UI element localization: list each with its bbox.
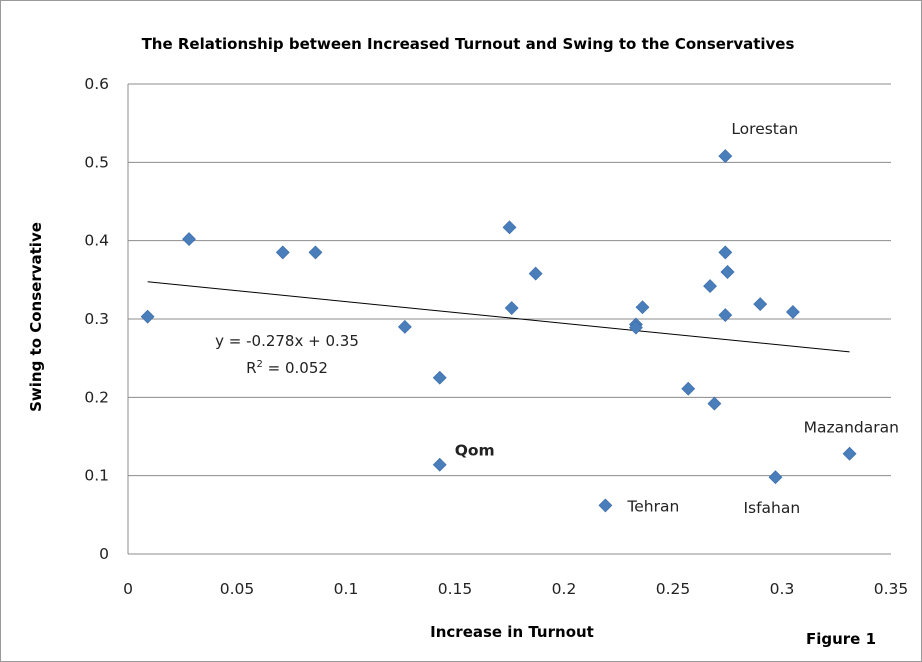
x-tick-label: 0.05 (220, 580, 255, 598)
data-point (707, 396, 722, 411)
y-tick-label: 0.3 (84, 310, 109, 328)
y-tick-label: 0.1 (84, 467, 109, 485)
data-point (397, 319, 412, 334)
data-point (718, 245, 733, 260)
data-point (629, 320, 643, 335)
figure-label: Figure 1 (806, 630, 876, 648)
y-tick-label: 0.4 (84, 232, 109, 250)
data-point (703, 279, 717, 294)
x-tick-label: 0.35 (874, 580, 909, 598)
x-axis-label: Increase in Turnout (430, 623, 594, 641)
data-point (275, 245, 290, 260)
data-point (528, 266, 543, 281)
tick-labels: 0 0.1 0.2 0.3 0.4 0.5 0.6 0 0.05 0.1 0.15 0.2 0.25 0.… (84, 75, 908, 598)
data-points (140, 149, 857, 513)
r-squared-value: = 0.052 (263, 359, 328, 377)
point-label: Lorestan (731, 120, 798, 138)
data-point (182, 232, 196, 247)
data-point (504, 301, 519, 315)
gridlines (127, 83, 891, 555)
point-label: Isfahan (743, 499, 800, 517)
y-tick-label: 0.2 (84, 388, 109, 406)
data-point (842, 446, 857, 461)
trendline (147, 281, 850, 353)
x-tick-label: 0.15 (438, 580, 473, 598)
data-point (598, 498, 613, 513)
data-point (432, 370, 447, 385)
data-point (768, 470, 783, 485)
point-label: Tehran (626, 497, 679, 515)
data-point (140, 309, 155, 324)
x-tick-label: 0.25 (656, 580, 691, 598)
x-tick-label: 0.3 (770, 580, 795, 598)
trendline-equation: y = -0.278x + 0.35 (215, 332, 359, 350)
x-tick-label: 0.2 (552, 580, 577, 598)
r-squared-prefix: R (246, 359, 256, 377)
x-tick-label: 0.1 (334, 580, 359, 598)
chart-title: The Relationship between Increased Turno… (142, 35, 795, 53)
data-point (635, 300, 650, 315)
point-label: Mazandaran (804, 419, 899, 437)
data-point (308, 245, 323, 260)
point-label: Qom (455, 442, 495, 460)
x-tick-label: 0 (123, 580, 133, 598)
y-tick-label: 0.5 (84, 153, 109, 171)
r-squared-label: R2 = 0.052 (246, 359, 328, 377)
data-point (785, 305, 800, 319)
y-tick-label: 0 (99, 545, 109, 563)
data-point (502, 220, 517, 235)
data-point (720, 265, 735, 279)
data-point (718, 308, 733, 323)
r-squared-exponent: 2 (257, 359, 263, 370)
y-axis-label: Swing to Conservative (27, 222, 45, 412)
data-point (432, 457, 447, 472)
y-tick-label: 0.6 (84, 75, 109, 93)
data-point (681, 381, 696, 396)
point-labels: Lorestan Qom Tehran Isfahan Mazandaran (455, 120, 899, 517)
trendline-group (147, 281, 850, 353)
data-point (718, 149, 733, 163)
data-point (753, 297, 768, 312)
